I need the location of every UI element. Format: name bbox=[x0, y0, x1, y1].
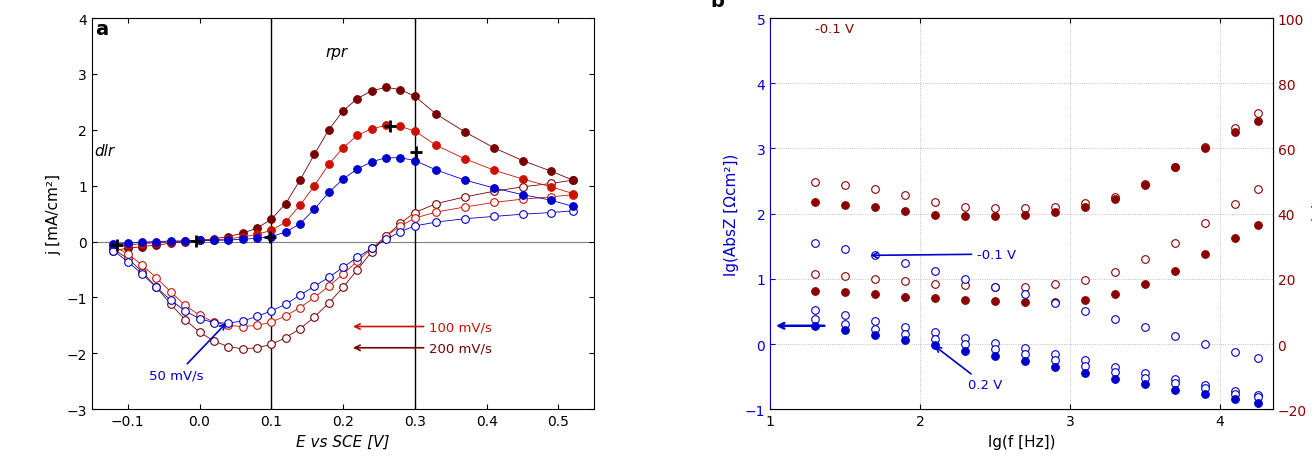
X-axis label: lg(f [Hz]): lg(f [Hz]) bbox=[988, 434, 1055, 449]
Text: dlr: dlr bbox=[94, 144, 114, 159]
Text: b: b bbox=[710, 0, 724, 11]
Text: rpr: rpr bbox=[325, 45, 348, 60]
Y-axis label: lg(AbsZ [Ωcm²]): lg(AbsZ [Ωcm²]) bbox=[724, 153, 739, 275]
Text: a: a bbox=[96, 20, 109, 39]
X-axis label: E vs SCE [V]: E vs SCE [V] bbox=[297, 434, 390, 449]
Y-axis label: j [mA/cm²]: j [mA/cm²] bbox=[46, 174, 60, 255]
Text: -0.1 V: -0.1 V bbox=[815, 23, 854, 36]
Text: -0.1 V: -0.1 V bbox=[872, 248, 1017, 261]
Text: 0.2 V: 0.2 V bbox=[935, 347, 1002, 392]
Text: 200 mV/s: 200 mV/s bbox=[354, 342, 492, 355]
Text: 100 mV/s: 100 mV/s bbox=[354, 320, 492, 333]
Text: 50 mV/s: 50 mV/s bbox=[150, 325, 226, 382]
